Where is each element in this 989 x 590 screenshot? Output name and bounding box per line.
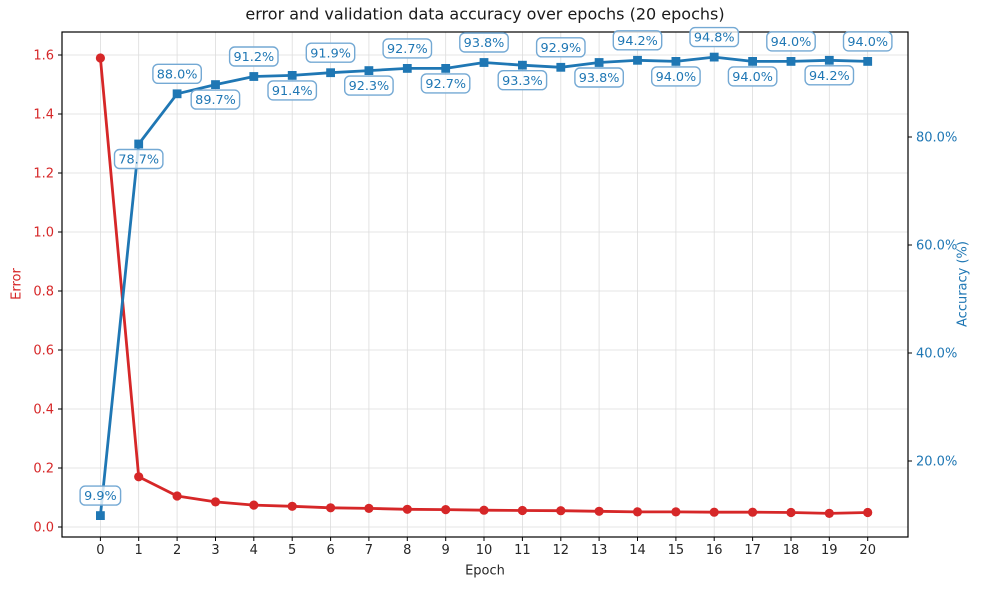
- svg-text:19: 19: [821, 543, 838, 558]
- svg-text:7: 7: [365, 543, 373, 558]
- svg-text:3: 3: [211, 543, 219, 558]
- svg-text:8: 8: [403, 543, 411, 558]
- svg-text:88.0%: 88.0%: [157, 67, 198, 82]
- svg-text:78.7%: 78.7%: [118, 153, 159, 168]
- svg-text:12: 12: [553, 543, 570, 558]
- svg-text:93.8%: 93.8%: [464, 36, 505, 51]
- svg-text:93.3%: 93.3%: [502, 74, 543, 89]
- svg-text:15: 15: [668, 543, 685, 558]
- right-axis-ticks: 20.0% 40.0% 60.0% 80.0%: [908, 131, 957, 470]
- left-axis-ticks: 0.0 0.2 0.4 0.6 0.8 1.0 1.2 1.4 1.6: [33, 49, 62, 536]
- svg-text:94.0%: 94.0%: [847, 35, 888, 50]
- svg-text:92.9%: 92.9%: [540, 41, 581, 56]
- svg-text:94.2%: 94.2%: [809, 69, 850, 84]
- svg-text:1.4: 1.4: [33, 108, 54, 123]
- svg-text:0.6: 0.6: [33, 344, 54, 359]
- svg-text:0.2: 0.2: [33, 462, 54, 477]
- svg-text:6: 6: [326, 543, 334, 558]
- x-axis-label: Epoch: [465, 563, 505, 579]
- svg-text:1.6: 1.6: [33, 49, 54, 64]
- svg-text:9: 9: [442, 543, 450, 558]
- accuracy-point-labels: 9.9% 78.7% 88.0% 89.7% 91.2% 91.4% 91.9% 92.3% 9…: [79, 26, 893, 506]
- svg-text:18: 18: [783, 543, 800, 558]
- svg-text:11: 11: [514, 543, 531, 558]
- svg-text:1.0: 1.0: [33, 226, 54, 241]
- svg-text:40.0%: 40.0%: [916, 347, 957, 362]
- svg-text:0: 0: [96, 543, 104, 558]
- svg-text:94.0%: 94.0%: [732, 70, 773, 85]
- svg-text:94.0%: 94.0%: [771, 35, 812, 50]
- svg-text:92.3%: 92.3%: [349, 79, 390, 94]
- svg-text:1: 1: [135, 543, 143, 558]
- svg-text:9.9%: 9.9%: [84, 489, 117, 504]
- chart-title: error and validation data accuracy over …: [245, 4, 725, 24]
- svg-text:14: 14: [629, 543, 646, 558]
- svg-text:16: 16: [706, 543, 723, 558]
- svg-text:20.0%: 20.0%: [916, 455, 957, 470]
- svg-text:91.2%: 91.2%: [233, 50, 274, 65]
- svg-text:94.8%: 94.8%: [694, 31, 735, 46]
- svg-text:94.2%: 94.2%: [617, 34, 658, 49]
- gridlines: [62, 32, 908, 537]
- svg-text:0.0: 0.0: [33, 521, 54, 536]
- plot-frame: [61, 31, 909, 538]
- svg-text:92.7%: 92.7%: [425, 77, 466, 92]
- accuracy-line: [96, 52, 873, 520]
- x-axis-ticks: 0 1 2 3 4 5 6 7 8 9 10 11 12 13 14 15 16 17 18 19 20: [96, 537, 876, 558]
- svg-text:0.4: 0.4: [33, 403, 54, 418]
- svg-text:94.0%: 94.0%: [656, 70, 697, 85]
- svg-text:89.7%: 89.7%: [195, 93, 236, 108]
- svg-text:80.0%: 80.0%: [916, 131, 957, 146]
- svg-text:1.2: 1.2: [33, 167, 54, 182]
- svg-text:91.9%: 91.9%: [310, 46, 351, 61]
- svg-text:4: 4: [250, 543, 258, 558]
- svg-text:10: 10: [476, 543, 493, 558]
- svg-text:91.4%: 91.4%: [272, 84, 313, 99]
- svg-text:0.8: 0.8: [33, 285, 54, 300]
- svg-text:5: 5: [288, 543, 296, 558]
- svg-text:20: 20: [859, 543, 876, 558]
- svg-text:93.8%: 93.8%: [579, 71, 620, 86]
- error-line: [95, 53, 873, 518]
- svg-text:60.0%: 60.0%: [916, 239, 957, 254]
- svg-text:13: 13: [591, 543, 608, 558]
- svg-text:92.7%: 92.7%: [387, 42, 428, 57]
- svg-text:17: 17: [744, 543, 761, 558]
- svg-text:2: 2: [173, 543, 181, 558]
